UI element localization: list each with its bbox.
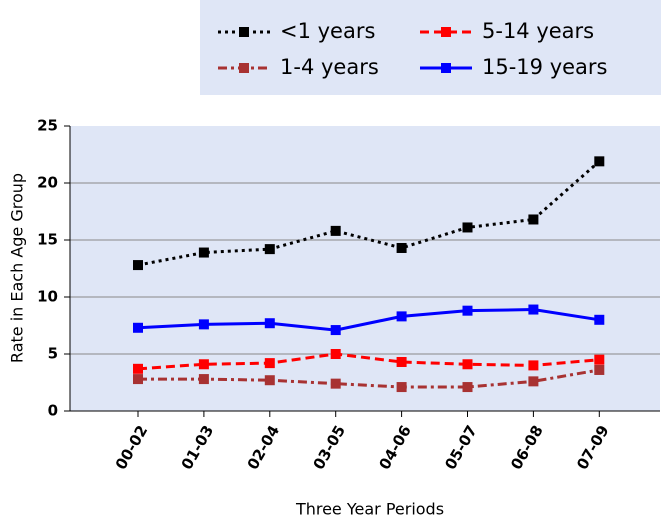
y-tick-label: 10 bbox=[37, 288, 58, 306]
point-marker bbox=[462, 382, 473, 393]
point-marker bbox=[264, 358, 275, 369]
legend-label: 1-4 years bbox=[280, 55, 379, 79]
y-tick-label: 5 bbox=[48, 345, 58, 363]
point-marker bbox=[396, 356, 407, 367]
y-axis-title: Rate in Each Age Group bbox=[8, 173, 27, 363]
y-tick-label: 25 bbox=[37, 117, 58, 135]
y-tick-label: 15 bbox=[37, 231, 58, 249]
point-marker bbox=[594, 314, 605, 325]
legend-marker bbox=[441, 27, 451, 37]
series-line bbox=[137, 352, 600, 371]
x-tick-label: 05-07 bbox=[441, 422, 481, 473]
legend-box bbox=[200, 0, 661, 95]
point-marker bbox=[396, 242, 407, 253]
point-marker bbox=[198, 374, 209, 385]
point-marker bbox=[528, 376, 539, 387]
point-marker bbox=[133, 260, 143, 271]
point-marker bbox=[594, 156, 605, 167]
x-tick-label: 02-04 bbox=[244, 422, 284, 473]
series-line bbox=[137, 160, 601, 267]
point-marker bbox=[396, 382, 407, 393]
point-marker bbox=[594, 364, 605, 375]
point-marker bbox=[330, 225, 341, 236]
x-tick-label: 01-03 bbox=[178, 422, 218, 473]
point-marker bbox=[330, 349, 341, 359]
series-line bbox=[138, 368, 600, 389]
x-tick-label: 03-05 bbox=[309, 422, 349, 473]
point-marker bbox=[264, 244, 275, 255]
legend-label: <1 years bbox=[280, 19, 375, 43]
x-tick-label: 00-02 bbox=[112, 422, 152, 473]
point-marker bbox=[528, 360, 539, 371]
legend-marker bbox=[239, 63, 249, 73]
y-tick-label: 20 bbox=[37, 174, 58, 192]
y-tick-label: 0 bbox=[48, 402, 58, 420]
legend-label: 15-19 years bbox=[482, 55, 608, 79]
point-marker bbox=[198, 319, 209, 330]
point-marker bbox=[330, 378, 341, 389]
point-marker bbox=[462, 305, 473, 316]
legend-marker bbox=[441, 63, 451, 73]
point-marker bbox=[133, 374, 143, 385]
point-marker bbox=[594, 354, 605, 365]
legend-marker bbox=[239, 27, 249, 37]
point-marker bbox=[462, 359, 473, 370]
point-marker bbox=[528, 304, 539, 315]
x-tick-label: 06-08 bbox=[507, 422, 547, 473]
x-tick-label: 07-09 bbox=[573, 422, 613, 473]
point-marker bbox=[198, 359, 209, 370]
x-tick-label: 04-06 bbox=[375, 422, 415, 473]
series-line bbox=[137, 308, 600, 332]
point-marker bbox=[396, 311, 407, 322]
point-marker bbox=[264, 375, 275, 386]
point-marker bbox=[330, 325, 341, 336]
point-marker bbox=[462, 222, 473, 233]
point-marker bbox=[528, 214, 539, 225]
point-marker bbox=[264, 318, 275, 329]
x-axis-title: Three Year Periods bbox=[295, 500, 444, 519]
point-marker bbox=[133, 322, 143, 333]
point-marker bbox=[198, 247, 209, 258]
legend-label: 5-14 years bbox=[482, 19, 594, 43]
point-marker bbox=[133, 363, 143, 374]
